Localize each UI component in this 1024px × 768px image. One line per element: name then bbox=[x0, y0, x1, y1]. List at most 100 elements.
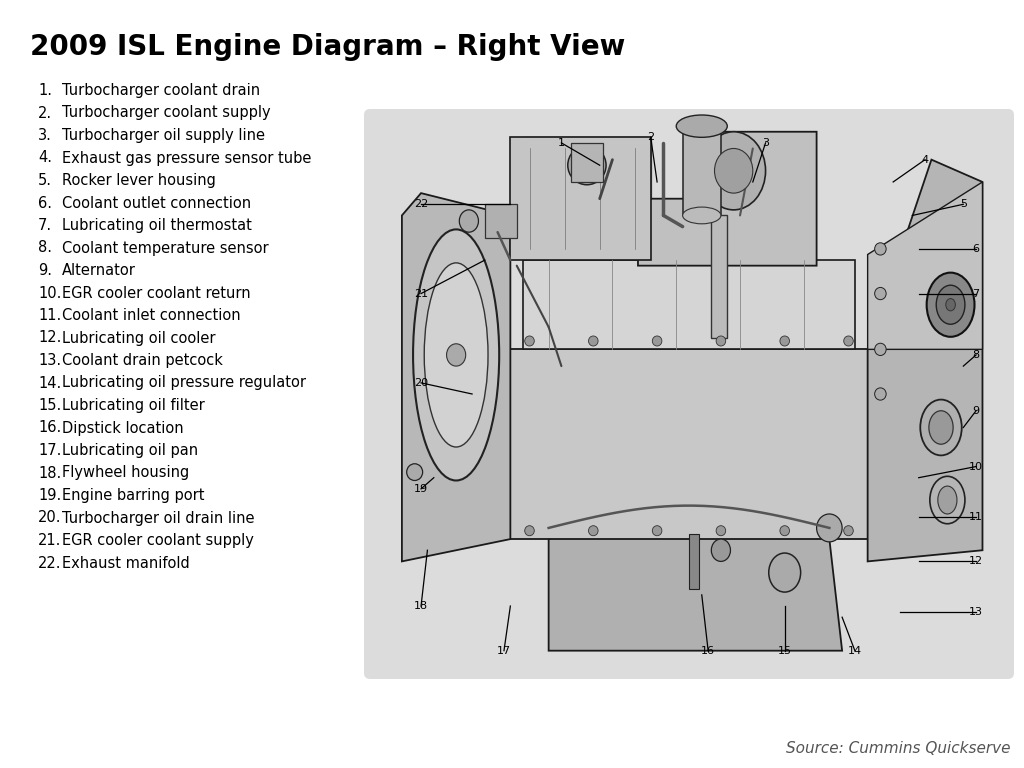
Ellipse shape bbox=[701, 132, 766, 210]
Text: Lubricating oil cooler: Lubricating oil cooler bbox=[62, 330, 215, 346]
Text: 2: 2 bbox=[647, 132, 654, 142]
Polygon shape bbox=[523, 137, 650, 227]
Polygon shape bbox=[523, 260, 855, 349]
Ellipse shape bbox=[780, 336, 790, 346]
Text: 20.: 20. bbox=[38, 511, 61, 525]
Ellipse shape bbox=[938, 486, 957, 514]
Text: Dipstick location: Dipstick location bbox=[62, 421, 183, 435]
Ellipse shape bbox=[927, 273, 975, 337]
Text: Coolant outlet connection: Coolant outlet connection bbox=[62, 196, 251, 210]
Text: 5.: 5. bbox=[38, 173, 52, 188]
Text: Coolant inlet connection: Coolant inlet connection bbox=[62, 308, 241, 323]
Text: 9: 9 bbox=[973, 406, 980, 415]
Ellipse shape bbox=[524, 525, 535, 536]
Text: 19: 19 bbox=[414, 484, 428, 494]
Text: 2009 ISL Engine Diagram – Right View: 2009 ISL Engine Diagram – Right View bbox=[30, 33, 626, 61]
Text: Turbocharger oil drain line: Turbocharger oil drain line bbox=[62, 511, 255, 525]
Text: 4: 4 bbox=[922, 154, 929, 164]
Text: 12: 12 bbox=[969, 556, 983, 567]
Text: 6.: 6. bbox=[38, 196, 52, 210]
Text: 8: 8 bbox=[973, 350, 980, 360]
Text: 18: 18 bbox=[414, 601, 428, 611]
Text: 15: 15 bbox=[777, 646, 792, 656]
Text: 13: 13 bbox=[969, 607, 983, 617]
Ellipse shape bbox=[589, 525, 598, 536]
Ellipse shape bbox=[652, 525, 662, 536]
Text: 14.: 14. bbox=[38, 376, 61, 390]
Text: Lubricating oil thermostat: Lubricating oil thermostat bbox=[62, 218, 252, 233]
Text: 16.: 16. bbox=[38, 421, 61, 435]
Text: 22.: 22. bbox=[38, 555, 61, 571]
Polygon shape bbox=[510, 137, 650, 260]
Ellipse shape bbox=[716, 525, 726, 536]
Text: 5: 5 bbox=[959, 199, 967, 209]
Ellipse shape bbox=[769, 553, 801, 592]
Text: Turbocharger coolant drain: Turbocharger coolant drain bbox=[62, 83, 260, 98]
Text: 10.: 10. bbox=[38, 286, 61, 300]
Text: Coolant temperature sensor: Coolant temperature sensor bbox=[62, 240, 268, 256]
Ellipse shape bbox=[652, 336, 662, 346]
Text: Lubricating oil pan: Lubricating oil pan bbox=[62, 443, 198, 458]
Text: 4.: 4. bbox=[38, 151, 52, 165]
Ellipse shape bbox=[683, 207, 721, 223]
Ellipse shape bbox=[929, 411, 953, 444]
Text: Lubricating oil filter: Lubricating oil filter bbox=[62, 398, 205, 413]
Text: Rocker lever housing: Rocker lever housing bbox=[62, 173, 216, 188]
Text: 18.: 18. bbox=[38, 465, 61, 481]
Ellipse shape bbox=[716, 336, 726, 346]
Text: 21: 21 bbox=[414, 289, 428, 299]
Text: 7: 7 bbox=[973, 289, 980, 299]
Text: 14: 14 bbox=[848, 646, 862, 656]
Ellipse shape bbox=[844, 336, 853, 346]
Text: 21.: 21. bbox=[38, 533, 61, 548]
Text: Lubricating oil pressure regulator: Lubricating oil pressure regulator bbox=[62, 376, 306, 390]
Polygon shape bbox=[867, 160, 982, 561]
Text: 15.: 15. bbox=[38, 398, 61, 413]
Text: 16: 16 bbox=[701, 646, 715, 656]
Text: 7.: 7. bbox=[38, 218, 52, 233]
Text: Source: Cummins Quickserve: Source: Cummins Quickserve bbox=[785, 741, 1010, 756]
Ellipse shape bbox=[524, 336, 535, 346]
Ellipse shape bbox=[715, 148, 753, 193]
Text: 12.: 12. bbox=[38, 330, 61, 346]
Text: 9.: 9. bbox=[38, 263, 52, 278]
Ellipse shape bbox=[936, 285, 965, 324]
Ellipse shape bbox=[844, 525, 853, 536]
Ellipse shape bbox=[930, 476, 965, 524]
Text: 2.: 2. bbox=[38, 105, 52, 121]
Ellipse shape bbox=[589, 336, 598, 346]
Bar bbox=[683, 126, 721, 216]
Ellipse shape bbox=[413, 230, 499, 481]
Text: 3.: 3. bbox=[38, 128, 52, 143]
Ellipse shape bbox=[676, 115, 727, 137]
Text: EGR cooler coolant return: EGR cooler coolant return bbox=[62, 286, 251, 300]
Polygon shape bbox=[510, 349, 867, 539]
Ellipse shape bbox=[712, 539, 730, 561]
Text: Engine barring port: Engine barring port bbox=[62, 488, 205, 503]
Text: 1.: 1. bbox=[38, 83, 52, 98]
Text: 1: 1 bbox=[558, 138, 565, 148]
Ellipse shape bbox=[407, 464, 423, 481]
Bar bbox=[571, 143, 603, 182]
Bar bbox=[712, 216, 727, 338]
Text: 13.: 13. bbox=[38, 353, 61, 368]
Text: 11.: 11. bbox=[38, 308, 61, 323]
Text: Exhaust gas pressure sensor tube: Exhaust gas pressure sensor tube bbox=[62, 151, 311, 165]
Ellipse shape bbox=[424, 263, 488, 447]
Ellipse shape bbox=[567, 146, 606, 185]
Text: 10: 10 bbox=[969, 462, 983, 472]
Text: 17.: 17. bbox=[38, 443, 61, 458]
FancyBboxPatch shape bbox=[364, 109, 1014, 679]
Text: 20: 20 bbox=[414, 378, 428, 388]
Text: 19.: 19. bbox=[38, 488, 61, 503]
Text: 11: 11 bbox=[969, 511, 983, 521]
Ellipse shape bbox=[874, 388, 886, 400]
Text: Exhaust manifold: Exhaust manifold bbox=[62, 555, 189, 571]
Ellipse shape bbox=[874, 243, 886, 255]
Ellipse shape bbox=[816, 514, 842, 542]
Polygon shape bbox=[638, 132, 816, 266]
Ellipse shape bbox=[460, 210, 478, 232]
Polygon shape bbox=[867, 182, 982, 349]
Polygon shape bbox=[401, 193, 510, 561]
Text: 3: 3 bbox=[762, 138, 769, 148]
